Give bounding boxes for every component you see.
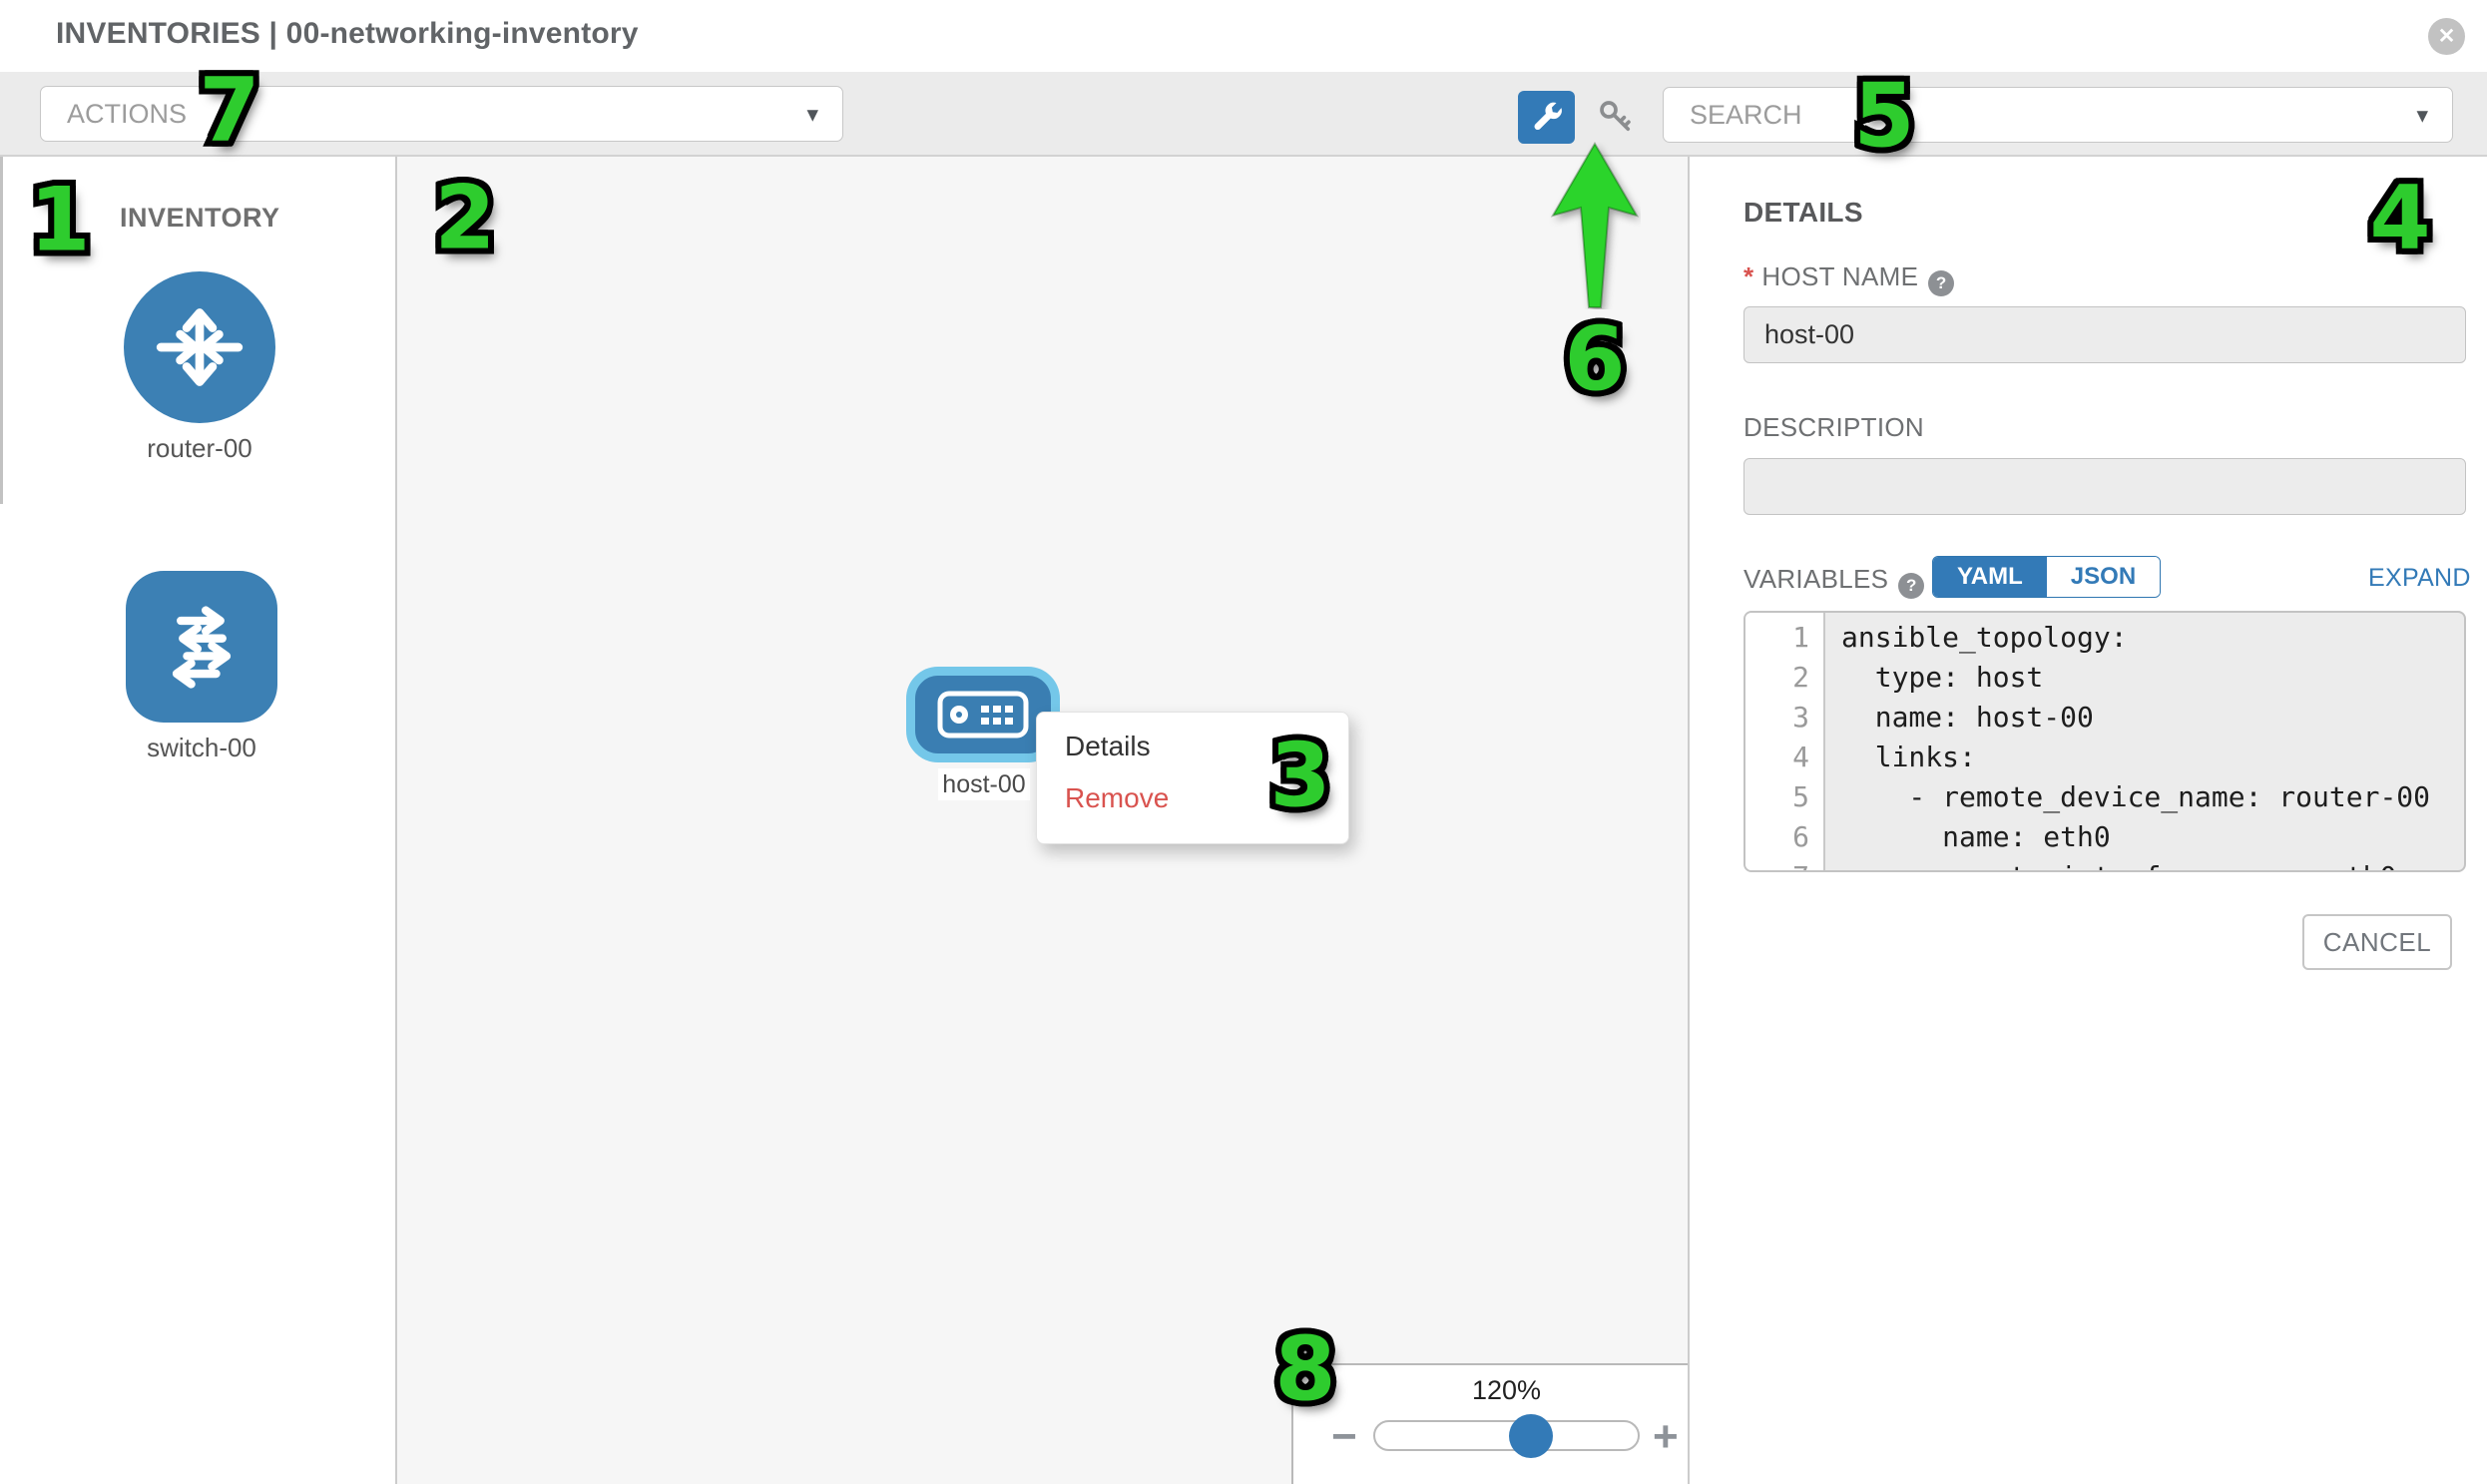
router-icon [124, 271, 275, 423]
toolbar: ACTIONS ▾ SEARCH ▾ [0, 72, 2487, 157]
line-number: 1 [1792, 621, 1809, 654]
code-line: type: host [1841, 661, 2044, 694]
line-number: 4 [1792, 741, 1809, 773]
line-number: 6 [1792, 820, 1809, 853]
code-line: ansible_topology: [1841, 621, 2128, 654]
key-icon [1595, 96, 1637, 138]
inventory-sidebar: INVENTORY router-00 [0, 157, 397, 1484]
zoom-out-button[interactable]: − [1331, 1412, 1357, 1461]
variables-code-editor[interactable]: 1 2 3 4 5 6 7 ansible_topology: type: ho… [1743, 611, 2466, 872]
variables-label: VARIABLES? [1743, 564, 1925, 599]
zoom-control: 120% − + [1291, 1363, 1688, 1484]
line-number: 5 [1792, 780, 1809, 813]
variables-format-toggle: YAML JSON [1932, 556, 2162, 598]
page-title: INVENTORIES | 00-networking-inventory [56, 17, 639, 50]
help-icon[interactable]: ? [1928, 270, 1955, 296]
wrench-icon [1530, 101, 1564, 135]
host-node[interactable] [906, 667, 1060, 762]
description-label: DESCRIPTION [1743, 412, 1924, 442]
context-menu-item-details[interactable]: Details [1065, 731, 1151, 761]
zoom-slider-thumb[interactable] [1509, 1414, 1553, 1458]
close-icon[interactable]: ✕ [2428, 18, 2465, 55]
switch-icon [126, 571, 277, 723]
code-line: - remote_device_name: router-00 [1841, 780, 2431, 813]
required-asterisk: * [1743, 261, 1754, 291]
annotation-number-4: 4 [2369, 167, 2430, 269]
device-label: router-00 [147, 433, 252, 463]
zoom-in-button[interactable]: + [1653, 1412, 1679, 1461]
host-name-label-text: HOST NAME [1761, 261, 1919, 291]
annotation-number-3: 3 [1269, 725, 1330, 827]
help-icon[interactable]: ? [1898, 573, 1925, 599]
editor-line-numbers: 1 2 3 4 5 6 7 [1745, 613, 1825, 870]
description-input[interactable] [1743, 458, 2466, 515]
annotation-number-2: 2 [434, 167, 495, 269]
header: INVENTORIES | 00-networking-inventory ✕ [0, 0, 2487, 72]
context-menu-item-remove[interactable]: Remove [1065, 782, 1170, 813]
line-number: 3 [1792, 701, 1809, 734]
toggle-yaml-button[interactable]: YAML [1933, 557, 2047, 597]
toolbar-wrench-button[interactable] [1518, 91, 1575, 144]
search-dropdown-placeholder: SEARCH [1690, 99, 1802, 130]
actions-dropdown[interactable]: ACTIONS ▾ [40, 86, 843, 142]
host-name-label: * HOST NAME? [1743, 261, 1955, 296]
host-node-label: host-00 [938, 768, 1030, 800]
details-heading: DETAILS [1743, 197, 1863, 228]
topology-canvas[interactable]: host-00 Details Remove 120% − + [397, 157, 1690, 1484]
code-line: remote_interface_name: eth0 [1841, 860, 2464, 870]
sidebar-device-switch[interactable]: switch-00 [126, 571, 277, 763]
sidebar-edge-line [0, 157, 3, 504]
details-panel: DETAILS *HOST NAME? DESCRIPTION VARIABLE… [1690, 157, 2487, 1484]
chevron-down-icon: ▾ [2416, 101, 2428, 128]
annotation-number-5: 5 [1853, 65, 1914, 168]
annotation-number-1: 1 [29, 169, 90, 271]
annotation-arrow-up-icon [1549, 142, 1641, 309]
code-line: name: eth0 [1841, 820, 2111, 853]
variables-label-text: VARIABLES [1743, 564, 1889, 594]
host-name-input[interactable] [1743, 306, 2466, 363]
line-number: 7 [1745, 860, 1823, 870]
annotation-number-8: 8 [1274, 1318, 1335, 1421]
inventory-heading: INVENTORY [120, 203, 280, 233]
toggle-json-button[interactable]: JSON [2046, 557, 2161, 597]
search-dropdown[interactable]: SEARCH ▾ [1663, 87, 2453, 143]
annotation-number-7: 7 [199, 59, 259, 162]
annotation-number-6: 6 [1564, 308, 1625, 411]
toolbar-key-button[interactable] [1593, 94, 1639, 140]
chevron-down-icon: ▾ [806, 100, 818, 127]
editor-code-lines: ansible_topology: type: host name: host-… [1827, 613, 2464, 870]
zoom-level-readout: 120% [1471, 1375, 1542, 1405]
device-label: switch-00 [147, 733, 256, 762]
sidebar-device-router[interactable]: router-00 [124, 271, 275, 464]
code-line: name: host-00 [1841, 701, 2094, 734]
host-icon [937, 691, 1029, 739]
expand-link[interactable]: EXPAND [2368, 564, 2471, 592]
actions-dropdown-placeholder: ACTIONS [67, 98, 188, 129]
line-number: 2 [1792, 661, 1809, 694]
cancel-button[interactable]: CANCEL [2302, 914, 2452, 970]
code-line: links: [1841, 741, 1976, 773]
zoom-slider-track[interactable] [1373, 1420, 1640, 1451]
